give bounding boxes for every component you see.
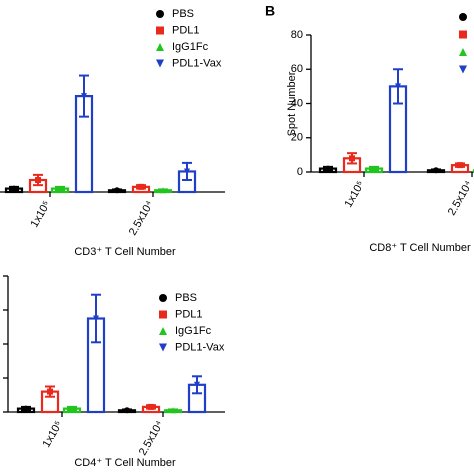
legend-marker	[459, 48, 467, 56]
x-axis-title: CD8⁺ T Cell Number	[369, 242, 471, 254]
y-tick-label: 20	[291, 132, 303, 144]
data-point	[457, 162, 463, 169]
x-tick-label: 2.5x10⁴	[127, 199, 156, 238]
data-point	[35, 177, 41, 184]
x-tick-label: 2.5x10⁴	[137, 419, 166, 458]
data-point	[395, 83, 401, 90]
legend-marker	[156, 59, 164, 68]
panel-label: B	[265, 3, 275, 19]
data-point	[57, 185, 63, 192]
data-point	[325, 165, 331, 172]
legend-label: PDL1-Vax	[175, 341, 225, 353]
data-point	[433, 167, 439, 174]
data-point	[148, 403, 154, 410]
legend-label: PBS	[175, 292, 197, 304]
legend-marker	[159, 310, 167, 319]
data-point	[93, 315, 99, 322]
y-tick-label: 60	[291, 63, 303, 75]
data-point	[69, 405, 75, 412]
legend-marker	[156, 10, 164, 18]
data-point	[81, 93, 87, 100]
legend-marker	[459, 30, 467, 39]
legend-label: PBS	[172, 8, 194, 20]
legend-marker	[459, 65, 467, 74]
legend-label: PDL1	[172, 24, 200, 36]
legend-marker	[156, 26, 164, 35]
y-tick-label: 0	[297, 166, 303, 178]
legend-marker	[459, 13, 467, 21]
x-tick-label: 1x10⁵	[41, 419, 66, 450]
x-tick-label: 1x10⁵	[29, 199, 54, 230]
legend-label: IgG1Fc	[175, 325, 212, 337]
legend-marker	[159, 294, 167, 302]
data-point	[349, 155, 355, 162]
data-point	[138, 183, 144, 190]
data-point	[11, 185, 17, 192]
legend-marker	[156, 43, 164, 51]
y-tick-label: 80	[291, 29, 303, 41]
data-point	[114, 187, 120, 194]
legend-label: PDL1-Vax	[172, 57, 222, 69]
data-point	[124, 407, 130, 414]
legend-label: PDL1	[175, 308, 203, 320]
x-tick-label: 2.5x10⁴	[446, 179, 474, 218]
data-point	[160, 187, 166, 194]
data-point	[47, 388, 53, 395]
legend-marker	[159, 327, 167, 335]
data-point	[194, 381, 200, 388]
data-point	[170, 407, 176, 414]
data-point	[184, 168, 190, 175]
x-axis-title: CD4⁺ T Cell Number	[74, 457, 176, 469]
legend-label: IgG1Fc	[172, 41, 209, 53]
data-point	[23, 405, 29, 412]
x-axis-title: CD3⁺ T Cell Number	[74, 246, 176, 258]
legend-marker	[159, 343, 167, 352]
y-tick-label: 40	[291, 97, 303, 109]
x-tick-label: 1x10⁵	[343, 179, 368, 210]
data-point	[371, 165, 377, 172]
y-axis-title: Spot Number	[286, 71, 298, 136]
